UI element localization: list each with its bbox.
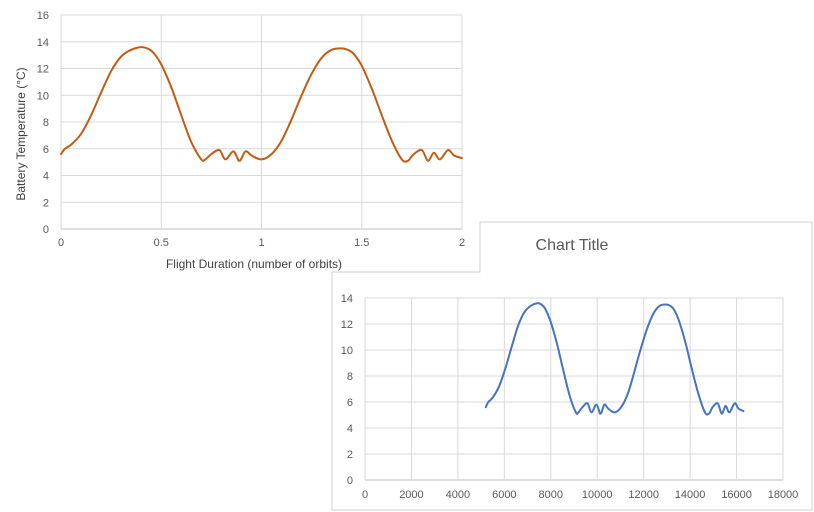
chart2-x-tick-label: 12000 [628,489,659,501]
chart1-y-tick-label: 6 [43,144,49,156]
chart2-y-tick-label: 10 [341,345,353,357]
chart1-y-tick-label: 0 [43,224,49,236]
chart2-y-tick-label: 6 [347,397,353,409]
chart1-y-axis-label: Battery Temperature (°C) [14,67,28,200]
chart1-y-tick-labels: 0 2 4 6 8 10 12 14 16 [37,10,49,236]
chart2-y-tick-label: 8 [347,371,353,383]
chart1-x-axis-label: Flight Duration (number of orbits) [166,257,342,271]
chart1-x-tick-labels: 0 0.5 1 1.5 2 [58,237,465,249]
chart1-y-tick-label: 4 [43,171,49,183]
chart2-x-tick-labels: 0 2000 4000 6000 8000 10000 12000 14000 16000 180… [362,489,798,501]
chart2-y-tick-label: 4 [347,423,353,435]
chart2-y-tick-labels: 0 2 4 6 8 10 12 14 [341,293,353,487]
chart2-gridlines [364,297,784,481]
chart1-x-tick-label: 2 [459,237,465,249]
chart1-y-tick-label: 12 [37,64,49,76]
chart1-y-tick-label: 10 [37,90,49,102]
chart2-series-line [484,302,745,416]
chart2-title: Chart Title [536,237,609,254]
chart2-x-tick-label: 14000 [675,489,706,501]
chart1-y-tick-label: 16 [37,10,49,22]
chart2-y-tick-label: 14 [341,293,353,305]
chart1-x-tick-label: 1 [258,237,264,249]
chart2-frame [331,221,813,511]
chart2-x-tick-label: 4000 [446,489,470,501]
chart2-x-tick-label: 10000 [582,489,613,501]
chart2-y-tick-label: 0 [347,475,353,487]
chart2-x-tick-label: 8000 [539,489,563,501]
chart1-series-line [60,46,463,163]
chart2-x-tick-label: 2000 [399,489,423,501]
chart2-x-tick-label: 16000 [721,489,752,501]
chart1-x-tick-label: 1.5 [354,237,369,249]
chart1-gridlines [60,14,463,230]
chart1-y-tick-label: 8 [43,117,49,129]
chart2-y-tick-label: 12 [341,319,353,331]
chart2-y-tick-label: 2 [347,449,353,461]
chart2-x-tick-label: 18000 [768,489,799,501]
chart2-x-tick-label: 0 [362,489,368,501]
chart1-y-tick-label: 2 [43,197,49,209]
chart1-x-tick-label: 0.5 [154,237,169,249]
chart1-x-tick-label: 0 [58,237,64,249]
chart1-y-tick-label: 14 [37,37,49,49]
chart2-x-tick-label: 6000 [492,489,516,501]
